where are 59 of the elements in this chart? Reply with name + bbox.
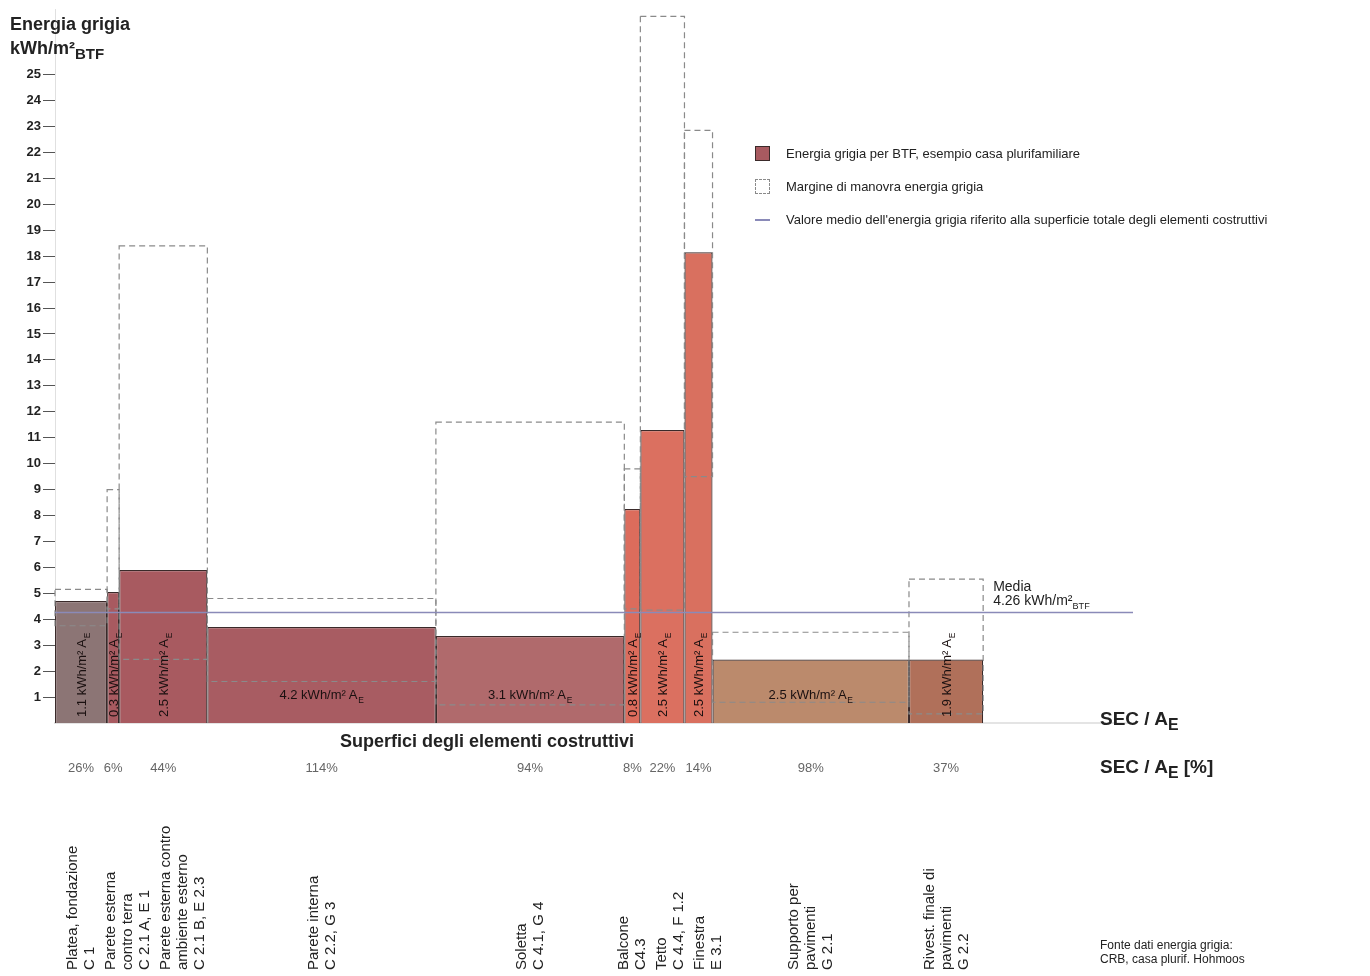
- y-tick-label: 8: [33, 507, 41, 523]
- x-tick-label: Supporto per pavimenti G 2.1: [784, 883, 836, 970]
- annotation: 2.5 kWh/m² AE: [156, 632, 175, 717]
- annotation: 2.5 kWh/m² AE: [691, 632, 710, 717]
- text: 6%: [103, 760, 123, 775]
- text: 94%: [517, 760, 544, 775]
- source-note: Fonte dati energia grigia: CRB, casa plurif. Hohmoos: [1100, 938, 1245, 966]
- text: SEC / A$_{E}$ [%]: [1100, 756, 1214, 782]
- annotation: 1.1 kWh/m² AE: [74, 632, 92, 717]
- annotation: 2.5 kWh/m² AE: [655, 632, 674, 717]
- text: 8%: [622, 760, 643, 775]
- y-tick-label: 2: [33, 662, 41, 678]
- y-tick-label: 1: [33, 688, 41, 704]
- y-tick-label: 12: [26, 403, 41, 419]
- x-tick-label: Parete interna C 2.2, G 3: [303, 875, 338, 970]
- annotation: 1.9 kWh/m² AE: [939, 632, 957, 717]
- x-tick-label: Finestra E 3.1: [690, 915, 725, 970]
- y-axis-title: Energia grigia kWh/m²$_{BTF}$: [10, 13, 131, 64]
- y-tick-label: 19: [26, 221, 41, 237]
- legend-label: Margine di manovra energia grigia: [786, 179, 984, 194]
- y-tick-label: 18: [26, 247, 41, 263]
- y-tick-label: 17: [26, 273, 41, 289]
- y-tick-label: 10: [26, 455, 41, 471]
- annotation: 0.8 kWh/m² AE: [625, 632, 644, 717]
- annotation: 0.3 kWh/m² AE: [106, 632, 125, 717]
- text: 37%: [933, 760, 960, 775]
- y-tick-label: 3: [33, 636, 41, 652]
- x-tick-label: Tetto C 4.4, F 1.2: [652, 891, 687, 970]
- y-tick-label: 7: [33, 533, 41, 549]
- text: 14%: [685, 760, 712, 775]
- y-tick-label: 15: [26, 325, 41, 341]
- text: 98%: [797, 760, 825, 775]
- y-tick-label: 22: [26, 144, 41, 160]
- text: SEC / A$_{E}$: [1100, 708, 1179, 734]
- y-tick-label: 24: [26, 92, 42, 108]
- y-tick-label: 5: [33, 584, 41, 600]
- y-tick-label: 21: [26, 169, 41, 185]
- legend-label: Energia grigia per BTF, esempio casa plurifamiliare: [786, 146, 1081, 161]
- y-tick-label: 4: [33, 610, 42, 626]
- text: 26%: [68, 760, 95, 775]
- y-tick-label: 25: [26, 66, 41, 82]
- text: 114%: [305, 760, 339, 775]
- x-axis-title: Superfici degli elementi costruttivi: [340, 731, 635, 752]
- x-tick-label: Parete esterna contro terra C 2.1 A, E 1: [101, 870, 153, 970]
- y-tick-label: 23: [26, 118, 41, 134]
- y-tick-label: 20: [26, 195, 41, 211]
- x-tick-label: Platea, fondazione C 1: [63, 845, 98, 970]
- x-tick-label: Rivest. finale di pavimenti G 2.2: [919, 868, 971, 970]
- y-tick-label: 14: [26, 351, 42, 367]
- x-tick-label: Balcone C4.3: [614, 915, 649, 970]
- text: 22%: [649, 760, 676, 775]
- y-tick-label: 16: [26, 299, 41, 315]
- x-tick-label: Soletta C 4.1, G 4: [512, 901, 547, 970]
- text: 44%: [150, 760, 177, 775]
- y-tick-label: 6: [33, 558, 41, 574]
- y-tick-label: 11: [27, 429, 41, 445]
- y-tick-label: 9: [33, 481, 41, 497]
- annotation: Valore medio dell'energia grigia riferito alla superficie totale degli elementi costruttivi: [786, 212, 1268, 227]
- y-tick-label: 13: [26, 377, 41, 393]
